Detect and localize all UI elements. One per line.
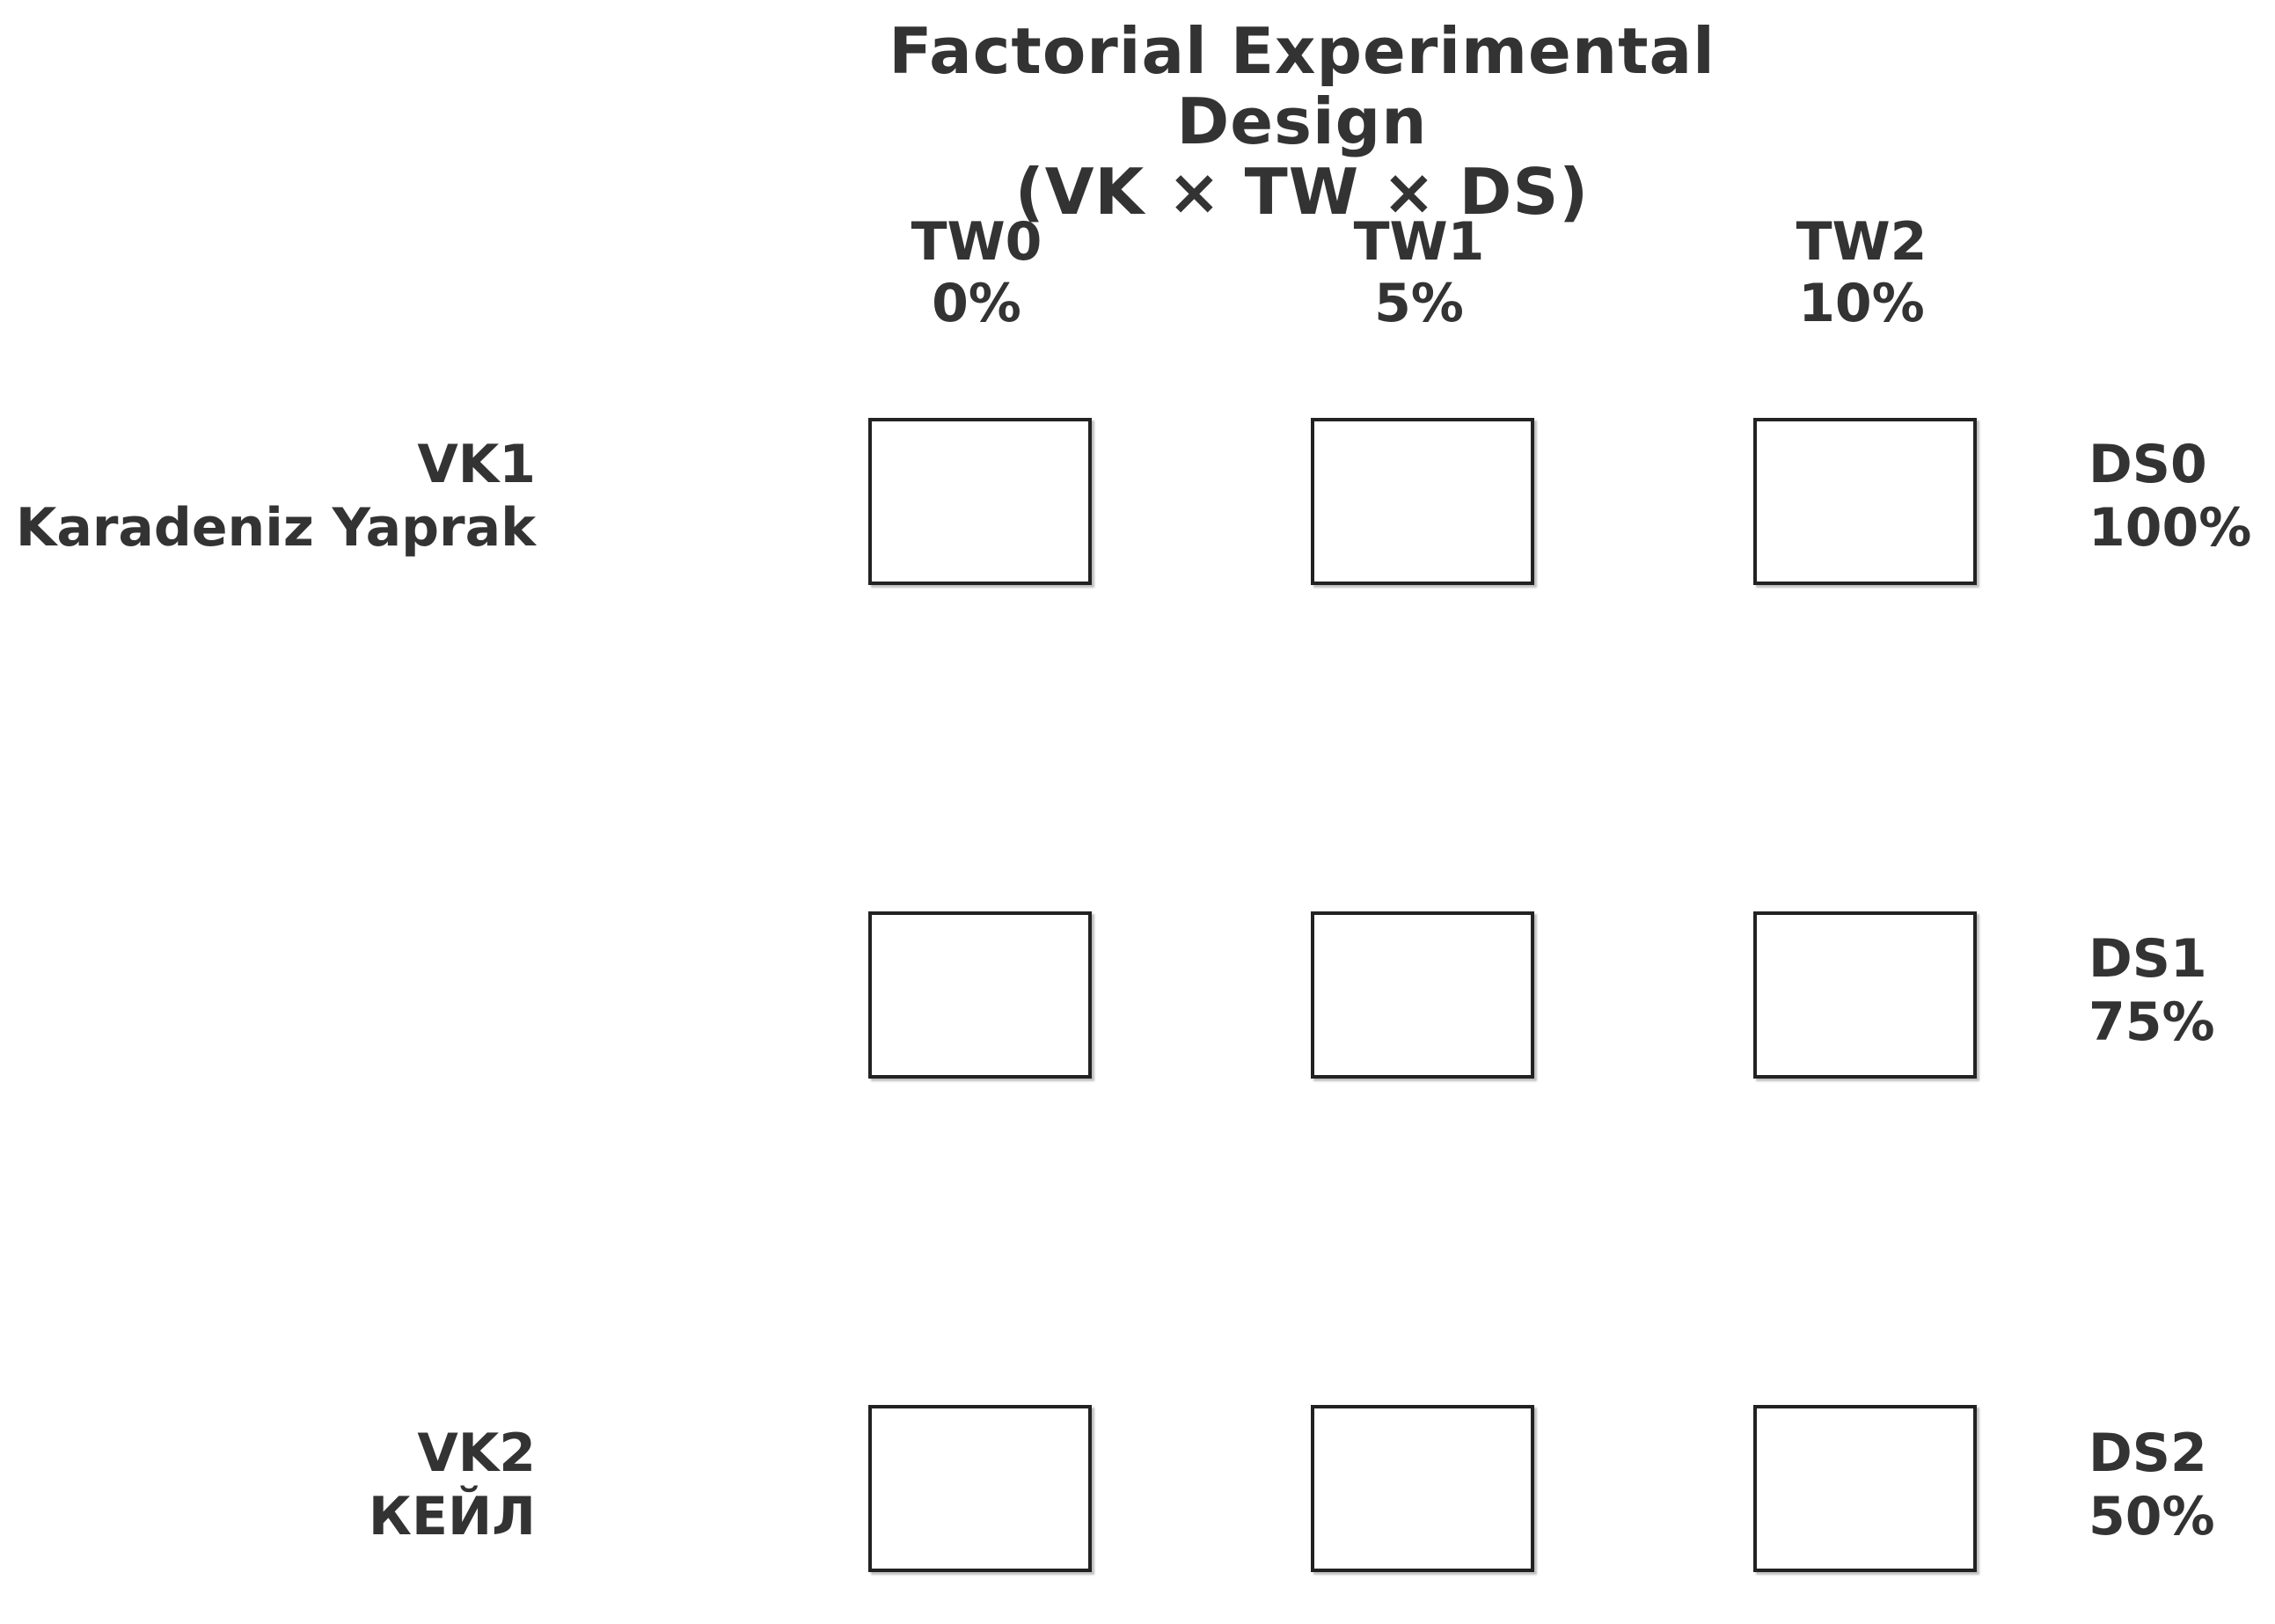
title-line-1: Factorial Experimental Design xyxy=(889,14,1715,158)
tw-header-1: TW1 5% xyxy=(1243,211,1595,334)
cell-ds2-tw0 xyxy=(868,1405,1092,1572)
ds-label-2: DS2 50% xyxy=(2088,1422,2215,1548)
vk-label-1: VK1 Karadeniz Yaprak xyxy=(16,433,536,560)
cell-ds2-tw2 xyxy=(1753,1405,1977,1572)
cell-ds1-tw2 xyxy=(1753,911,1977,1079)
ds-label-1: DS1 75% xyxy=(2088,927,2215,1054)
tw-value: 10% xyxy=(1798,273,1925,334)
ds-value: 100% xyxy=(2088,497,2252,559)
ds-code: DS2 xyxy=(2088,1423,2207,1484)
ds-code: DS0 xyxy=(2088,434,2207,495)
title-line-2: (VK × TW × DS) xyxy=(1014,155,1590,229)
ds-label-0: DS0 100% xyxy=(2088,433,2251,560)
tw-code: TW0 xyxy=(911,211,1042,273)
cell-ds2-tw1 xyxy=(1311,1405,1534,1572)
vk-code: VK2 xyxy=(417,1423,536,1484)
tw-value: 0% xyxy=(932,273,1021,334)
cell-ds1-tw1 xyxy=(1311,911,1534,1079)
cell-ds0-tw0 xyxy=(868,418,1092,585)
tw-header-0: TW0 0% xyxy=(801,211,1152,334)
ds-code: DS1 xyxy=(2088,928,2207,990)
cell-ds0-tw2 xyxy=(1753,418,1977,585)
tw-value: 5% xyxy=(1374,273,1464,334)
vk-label-2: VK2 КЕЙЛ xyxy=(369,1422,536,1548)
cell-ds0-tw1 xyxy=(1311,418,1534,585)
vk-name: КЕЙЛ xyxy=(368,1486,536,1547)
cell-ds1-tw0 xyxy=(868,911,1092,1079)
ds-value: 50% xyxy=(2088,1486,2215,1547)
tw-header-2: TW2 10% xyxy=(1686,211,2037,334)
tw-code: TW2 xyxy=(1796,211,1928,273)
vk-code: VK1 xyxy=(417,434,536,495)
diagram-title: Factorial Experimental Design (VK × TW ×… xyxy=(774,16,1830,227)
tw-code: TW1 xyxy=(1353,211,1485,273)
vk-name: Karadeniz Yaprak xyxy=(15,497,536,559)
ds-value: 75% xyxy=(2088,991,2215,1053)
